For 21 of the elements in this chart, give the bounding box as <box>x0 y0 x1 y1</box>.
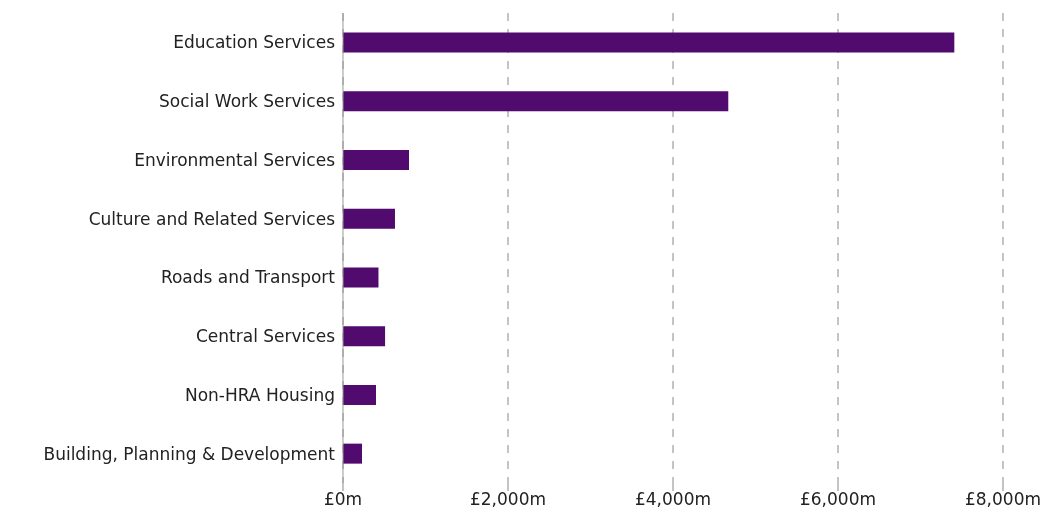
y-tick-label: Environmental Services <box>134 149 336 170</box>
bar <box>343 267 379 288</box>
y-tick-label: Non-HRA Housing <box>184 384 335 405</box>
x-tick-label: £0m <box>323 489 363 510</box>
y-tick-label: Roads and Transport <box>160 267 336 288</box>
bar <box>343 208 395 229</box>
bar <box>343 32 955 53</box>
y-tick-label: Building, Planning & Development <box>43 443 336 464</box>
x-tick-label: £8,000m <box>964 489 1042 510</box>
bar <box>343 384 376 405</box>
y-tick-label: Education Services <box>173 32 336 53</box>
y-tick-label: Social Work Services <box>159 91 336 112</box>
bar <box>343 443 362 464</box>
bar <box>343 149 409 170</box>
bar <box>343 326 386 347</box>
x-tick-label: £6,000m <box>799 489 877 510</box>
bar <box>343 91 729 112</box>
x-tick-label: £2,000m <box>469 489 547 510</box>
x-tick-label: £4,000m <box>634 489 712 510</box>
y-tick-label: Central Services <box>196 326 336 347</box>
y-tick-label: Culture and Related Services <box>88 208 336 229</box>
